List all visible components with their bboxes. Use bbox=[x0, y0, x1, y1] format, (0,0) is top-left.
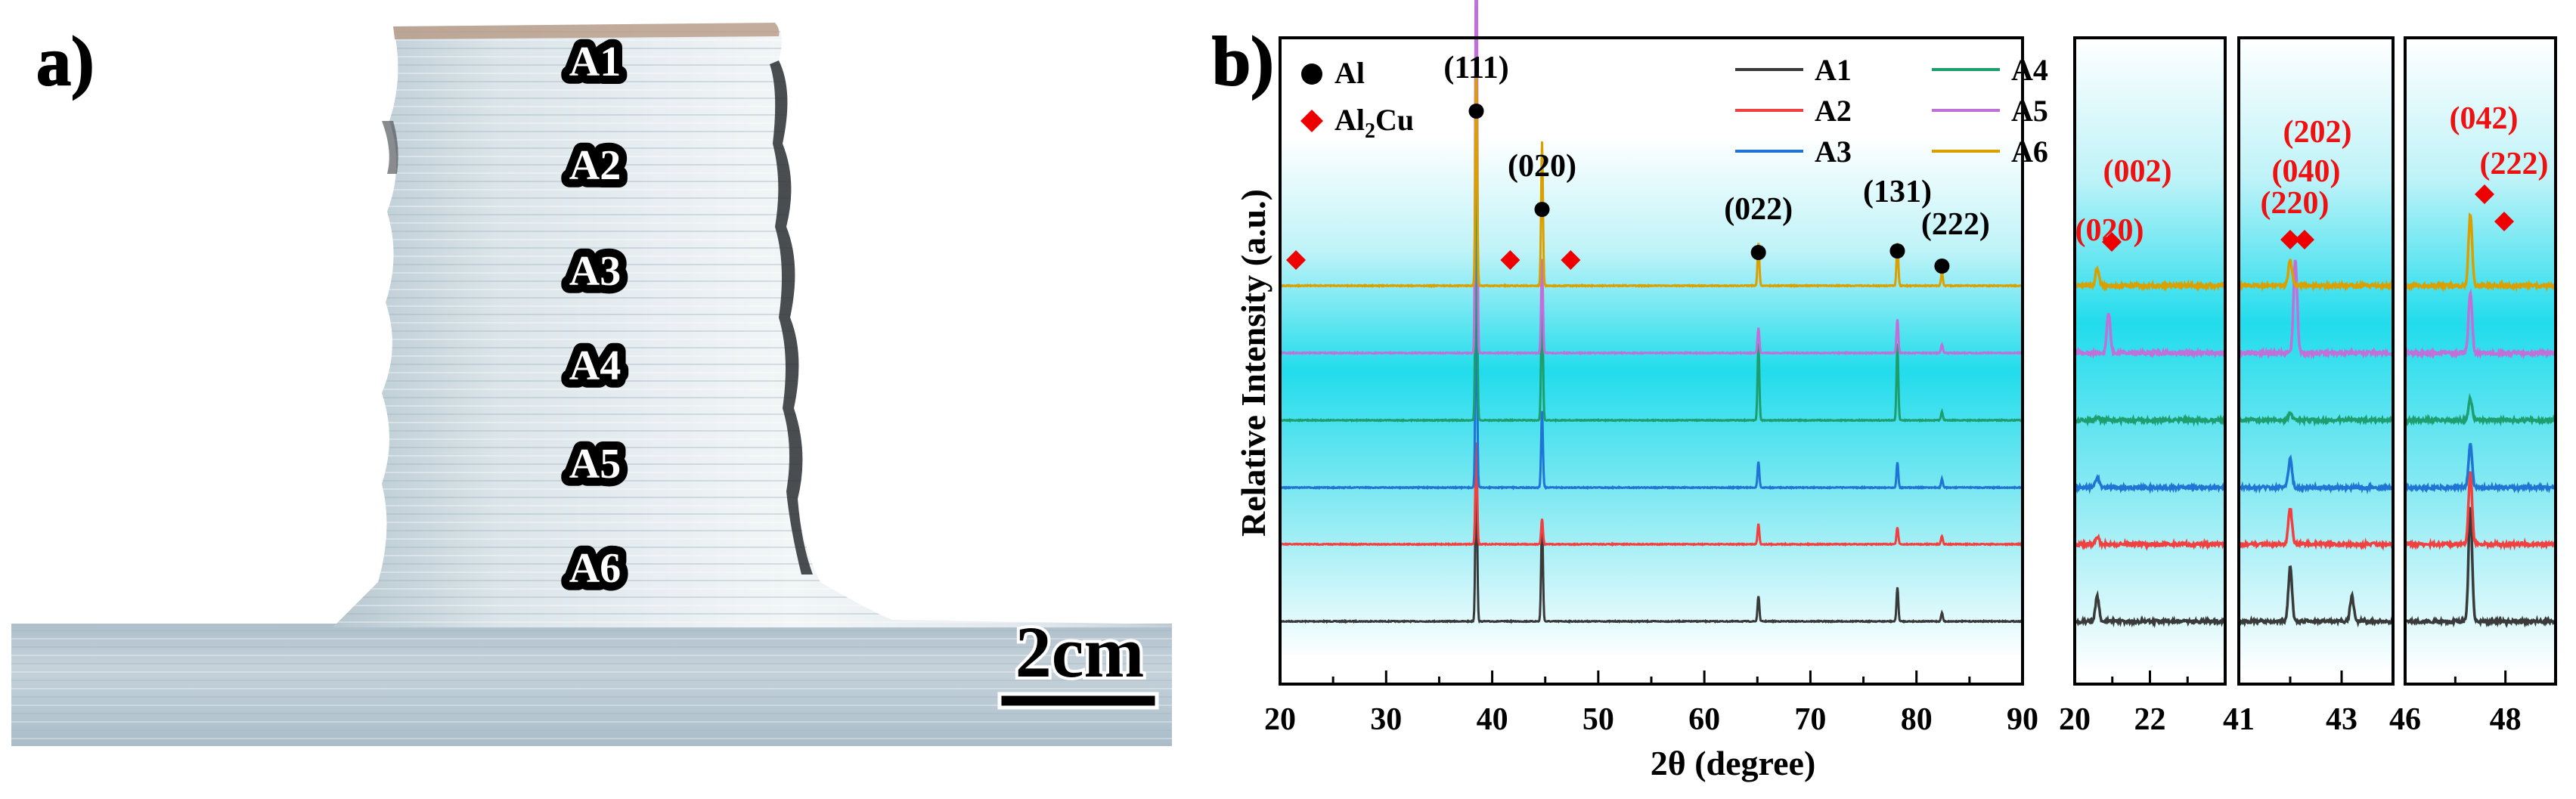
al2cu-peak-marker bbox=[1286, 250, 1307, 270]
x-tick-label: 50 bbox=[1582, 702, 1614, 737]
x-tick-label: 48 bbox=[2490, 702, 2522, 737]
al-peak-label: (111) bbox=[1443, 51, 1508, 85]
al2cu-inset-marker bbox=[2295, 230, 2314, 249]
al2cu-peak-marker bbox=[1500, 250, 1520, 270]
legend-label-a1: A1 bbox=[1815, 53, 1852, 87]
legend-label-a3: A3 bbox=[1815, 135, 1852, 169]
trace-a2-panel-3 bbox=[2404, 471, 2557, 551]
legend-al2cu-marker bbox=[1300, 110, 1323, 132]
al2cu-inset-label: (002) bbox=[2103, 154, 2172, 189]
al-peak-label: (131) bbox=[1863, 175, 1932, 209]
panel-b: 20 30 40 50 60 70 80 90 20 22 41 43 46 48 (111) (020) (… bbox=[1195, 0, 2576, 795]
position-label-a5: A5 bbox=[569, 441, 621, 488]
trace-a1-panel-3 bbox=[2404, 506, 2557, 628]
panel-a-label: a) bbox=[36, 22, 95, 101]
al-peak-label: (022) bbox=[1724, 192, 1793, 227]
x-tick-label: 60 bbox=[1688, 702, 1720, 737]
plot-frame-3 bbox=[2404, 36, 2557, 686]
legend-label-a6: A6 bbox=[2011, 135, 2048, 169]
plot-frame-2 bbox=[2237, 36, 2395, 686]
al2cu-inset-label: (040) bbox=[2272, 154, 2341, 189]
trace-a6-panel-1 bbox=[2073, 265, 2227, 293]
al2cu-inset-label: (042) bbox=[2450, 101, 2519, 136]
trace-a1-panel-0 bbox=[1279, 451, 2023, 624]
legend-al-label: Al bbox=[1334, 56, 1365, 90]
y-axis-label: Relative Intensity (a.u.) bbox=[1234, 189, 1273, 537]
trace-a4-panel-2 bbox=[2238, 410, 2395, 427]
x-tick-label: 30 bbox=[1370, 702, 1402, 737]
panel-a: A1 A2 A3 A4 A5 A6 2cm a) bbox=[0, 0, 1195, 795]
al-peak-marker bbox=[1934, 259, 1950, 274]
x-tick-label: 46 bbox=[2389, 702, 2421, 737]
al-peak-marker bbox=[1468, 104, 1484, 119]
position-label-a2: A2 bbox=[569, 142, 621, 189]
xrd-chart: 20 30 40 50 60 70 80 90 20 22 41 43 46 48 (111) (020) (… bbox=[1234, 0, 2557, 782]
x-tick-label: 70 bbox=[1794, 702, 1826, 737]
al-peak-marker bbox=[1534, 202, 1550, 217]
trace-a2-panel-1 bbox=[2073, 533, 2226, 552]
trace-a5-panel-0 bbox=[1279, 0, 2023, 356]
trace-a6-panel-2 bbox=[2237, 259, 2395, 293]
al2cu-peak-marker bbox=[1561, 250, 1581, 270]
al2cu-inset-marker bbox=[2475, 184, 2494, 204]
background-gradient bbox=[1280, 136, 2023, 658]
al-peak-label: (222) bbox=[1921, 207, 1990, 242]
trace-a4-panel-1 bbox=[2073, 413, 2226, 427]
x-tick-label: 22 bbox=[2134, 702, 2166, 737]
trace-a2-panel-2 bbox=[2237, 507, 2395, 551]
trace-a6-panel-0 bbox=[1279, 63, 2023, 289]
trace-a3-panel-2 bbox=[2237, 454, 2395, 495]
al2cu-inset-marker bbox=[2494, 212, 2514, 231]
trace-a3-panel-3 bbox=[2404, 442, 2557, 494]
al2cu-inset-label: (222) bbox=[2480, 147, 2549, 181]
trace-a4-panel-3 bbox=[2404, 392, 2557, 427]
al-peak-marker bbox=[1750, 245, 1766, 260]
al2cu-inset-marker bbox=[2102, 232, 2122, 252]
trace-a3-panel-0 bbox=[1279, 283, 2023, 491]
x-tick-label: 41 bbox=[2223, 702, 2255, 737]
x-tick-label: 20 bbox=[1264, 702, 1296, 737]
trace-a1-panel-1 bbox=[2073, 590, 2227, 629]
legend-label-a2: A2 bbox=[1815, 94, 1852, 128]
al-peak-label: (020) bbox=[1508, 149, 1576, 184]
x-tick-label: 40 bbox=[1477, 702, 1508, 737]
legend-al2cu-label: Al2Cu bbox=[1334, 103, 1414, 143]
legend-al-marker bbox=[1301, 63, 1322, 85]
trace-a5-panel-2 bbox=[2237, 259, 2395, 360]
trace-a1-panel-2 bbox=[2237, 565, 2395, 628]
scale-bar bbox=[997, 692, 1159, 710]
trace-a4-panel-0 bbox=[1279, 165, 2023, 423]
al2cu-inset-marker bbox=[2280, 230, 2300, 249]
al-peak-marker bbox=[1889, 243, 1905, 259]
x-tick-label: 20 bbox=[2059, 702, 2091, 737]
al2cu-inset-label: (220) bbox=[2261, 186, 2330, 221]
wall-photo: A1 A2 A3 A4 A5 A6 2cm bbox=[11, 23, 1172, 746]
scale-bar-label: 2cm bbox=[1015, 612, 1145, 692]
panel-b-label: b) bbox=[1211, 22, 1275, 101]
x-tick-label: 43 bbox=[2326, 702, 2357, 737]
position-label-a6: A6 bbox=[569, 545, 621, 592]
trace-a2-panel-0 bbox=[1279, 442, 2023, 547]
trace-a6-panel-3 bbox=[2404, 212, 2557, 293]
trace-a5-panel-1 bbox=[2073, 312, 2226, 360]
legend-label-a5: A5 bbox=[2011, 94, 2048, 128]
al2cu-inset-label: (202) bbox=[2283, 115, 2352, 150]
position-label-a1: A1 bbox=[569, 39, 621, 85]
legend-label-a4: A4 bbox=[2011, 53, 2048, 87]
trace-a5-panel-3 bbox=[2404, 288, 2556, 360]
trace-a3-panel-1 bbox=[2073, 473, 2227, 494]
position-label-a4: A4 bbox=[569, 342, 621, 389]
position-label-a3: A3 bbox=[569, 248, 621, 295]
x-axis-label: 2θ (degree) bbox=[1651, 744, 1816, 782]
x-tick-label: 90 bbox=[2007, 702, 2038, 737]
x-tick-label: 80 bbox=[1901, 702, 1933, 737]
